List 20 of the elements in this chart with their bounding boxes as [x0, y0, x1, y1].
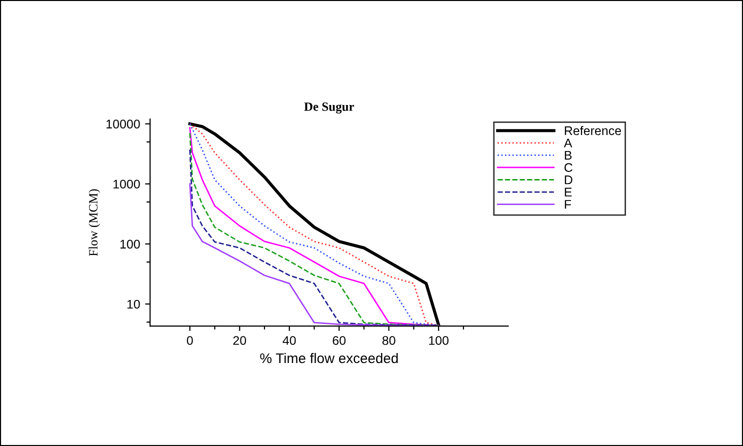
chart-title: De Sugur — [304, 102, 354, 114]
y-tick-label: 10 — [127, 300, 140, 309]
y-tick-label: 1000 — [114, 180, 140, 189]
y-tick-label: 100 — [120, 240, 140, 249]
x-tick-label: 100 — [429, 336, 449, 345]
x-tick-label: 80 — [382, 336, 396, 345]
x-axis-title: % Time flow exceeded — [260, 352, 398, 364]
x-tick-label: 0 — [186, 336, 193, 345]
legend-label: E — [564, 188, 572, 196]
legend-label: C — [564, 163, 572, 172]
legend-label: B — [564, 150, 572, 160]
legend-label: D — [564, 176, 572, 184]
legend-label: A — [564, 138, 572, 148]
x-tick-label: 20 — [233, 336, 246, 345]
y-tick-label: 10000 — [106, 120, 140, 128]
x-tick-label: 40 — [282, 336, 296, 345]
legend-label: F — [564, 200, 572, 209]
y-axis-title: Flow (MCM) — [88, 189, 100, 256]
legend-label: Reference — [564, 126, 621, 136]
x-tick-label: 60 — [332, 336, 346, 345]
